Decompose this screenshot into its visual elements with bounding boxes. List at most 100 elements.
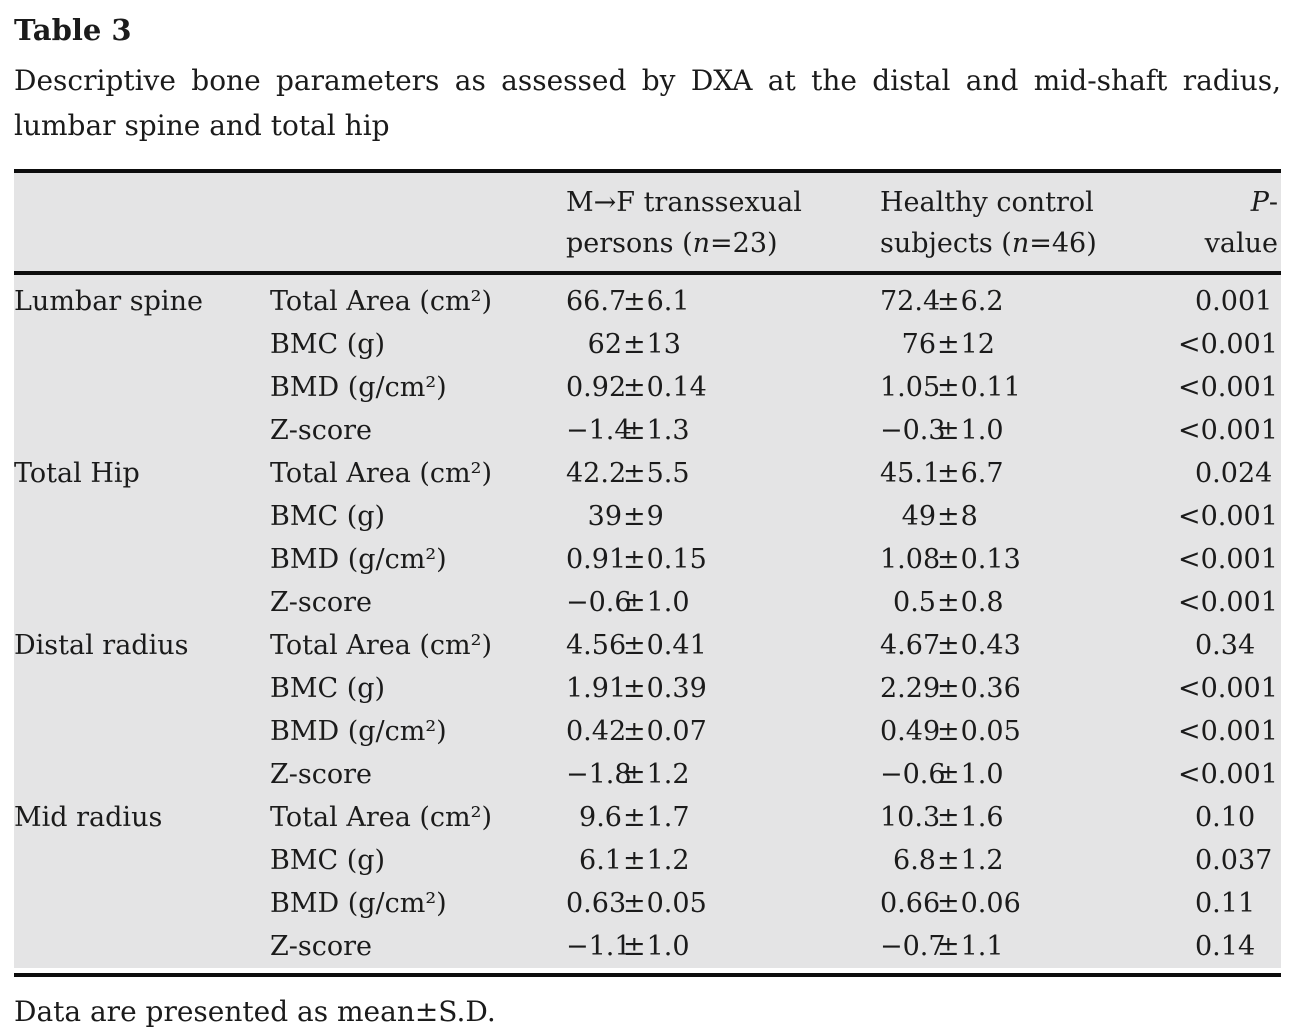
transsexual-value-cell: −1.8±1.2 [566,753,880,796]
sd-value: 1.3 [646,415,690,446]
mean-value: 0.66 [880,888,941,919]
p-value-cell: 0.11 [1175,882,1281,925]
sd-value: 1.0 [646,931,690,962]
p-value-cell: <0.001 [1175,323,1281,366]
mean-value: 39 [587,501,622,532]
region-cell [14,667,270,710]
table-row: BMD (g/cm²) 0.91±0.15 1.08±0.13 <0.001 [14,538,1281,581]
plus-minus-sign: ± [623,630,646,661]
p-value: 0.037 [1195,845,1273,876]
parameter-header-cell [270,173,566,275]
plus-minus-sign: ± [623,587,646,618]
p-value-cell: <0.001 [1175,710,1281,753]
plus-minus-sign: ± [623,544,646,575]
sd-value: 0.05 [646,888,707,919]
p-value: 0.10 [1195,802,1256,833]
plus-minus-sign: ± [623,716,646,747]
mean-value: 0.91 [566,544,627,575]
sd-value: 1.2 [960,845,1004,876]
table-row: Z-score −1.1±1.0 −0.7±1.1 0.14 [14,925,1281,968]
parameter-cell: Z-score [270,587,373,618]
p-value-cell: 0.34 [1175,624,1281,667]
parameter-cell: BMD (g/cm²) [270,372,447,403]
transsexual-value-cell: −1.4±1.3 [566,409,880,452]
parameter-cell: BMC (g) [270,329,386,360]
sd-value: 1.2 [646,845,690,876]
plus-minus-sign: ± [623,673,646,704]
control-group-header-line2: subjects (n=46) [880,228,1097,259]
plus-minus-sign: ± [937,716,960,747]
p-value: <0.001 [1178,501,1278,532]
parameter-cell: BMC (g) [270,845,386,876]
plus-minus-sign: ± [937,630,960,661]
region-cell: Total Hip [14,458,140,489]
mean-value: −1.4 [566,415,632,446]
sd-value: 1.0 [646,587,690,618]
p-value-cell: <0.001 [1175,667,1281,710]
parameter-cell: BMC (g) [270,501,386,532]
p-value: <0.001 [1178,544,1278,575]
sd-value: 0.14 [646,372,707,403]
control-value-cell: 10.3±1.6 [880,796,1175,839]
plus-minus-sign: ± [937,802,960,833]
table-row: Distal radius Total Area (cm²) 4.56±0.41 4.… [14,624,1281,667]
region-cell [14,882,270,925]
table-number-heading: Table 3 [14,13,132,47]
table-row: Mid radius Total Area (cm²) 9.6±1.7 10.3±1.… [14,796,1281,839]
sd-value: 12 [960,329,995,360]
control-value-cell: 6.8±1.2 [880,839,1175,882]
p-value-cell: <0.001 [1175,538,1281,581]
table-header: M→F transsexual persons (n=23) Healthy c… [14,173,1281,275]
plus-minus-sign: ± [937,931,960,962]
sd-value: 0.8 [960,587,1004,618]
parameter-cell: Z-score [270,759,373,790]
region-cell [14,581,270,624]
plus-minus-sign: ± [937,458,960,489]
parameter-cell: BMD (g/cm²) [270,888,447,919]
mean-value: 6.8 [893,845,936,876]
transsexual-value-cell: 6.1±1.2 [566,839,880,882]
data-table-container: M→F transsexual persons (n=23) Healthy c… [14,169,1281,977]
table-caption-line2: lumbar spine and total hip [14,109,390,142]
plus-minus-sign: ± [623,372,646,403]
sd-value: 9 [646,501,664,532]
transsexual-value-cell: 39±9 [566,495,880,538]
data-table: M→F transsexual persons (n=23) Healthy c… [14,173,1281,968]
region-cell [14,495,270,538]
region-cell [14,710,270,753]
p-value-cell: 0.024 [1175,452,1281,495]
plus-minus-sign: ± [937,845,960,876]
control-value-cell: 49±8 [880,495,1175,538]
control-value-cell: 72.4±6.2 [880,273,1175,323]
parameter-cell: Total Area (cm²) [270,286,493,317]
parameter-cell: BMC (g) [270,673,386,704]
table-bottom-gap [14,968,1281,973]
mean-value: 1.08 [880,544,941,575]
control-value-cell: 2.29±0.36 [880,667,1175,710]
plus-minus-sign: ± [623,458,646,489]
p-value: <0.001 [1178,673,1278,704]
plus-minus-sign: ± [623,888,646,919]
sd-value: 5.5 [646,458,690,489]
parameter-cell: BMD (g/cm²) [270,544,447,575]
mean-value: 62 [587,329,622,360]
region-cell [14,538,270,581]
mean-value: 6.1 [579,845,622,876]
table-row: Total Hip Total Area (cm²) 42.2±5.5 45.1±6.… [14,452,1281,495]
table-row: BMD (g/cm²) 0.42±0.07 0.49±0.05 <0.001 [14,710,1281,753]
region-cell: Lumbar spine [14,286,203,317]
p-value: 0.11 [1195,888,1256,919]
sd-value: 6.2 [960,286,1004,317]
plus-minus-sign: ± [937,673,960,704]
control-value-cell: −0.7±1.1 [880,925,1175,968]
plus-minus-sign: ± [623,415,646,446]
mean-value: 10.3 [880,802,941,833]
n-symbol: n [1011,228,1030,259]
transsexual-value-cell: 9.6±1.7 [566,796,880,839]
plus-minus-sign: ± [937,286,960,317]
mean-value: 45.1 [880,458,941,489]
control-value-cell: 1.08±0.13 [880,538,1175,581]
table-caption-line1: Descriptive bone parameters as assessed … [14,64,1281,97]
mean-value: −0.7 [880,931,946,962]
mean-value: 4.67 [880,630,941,661]
